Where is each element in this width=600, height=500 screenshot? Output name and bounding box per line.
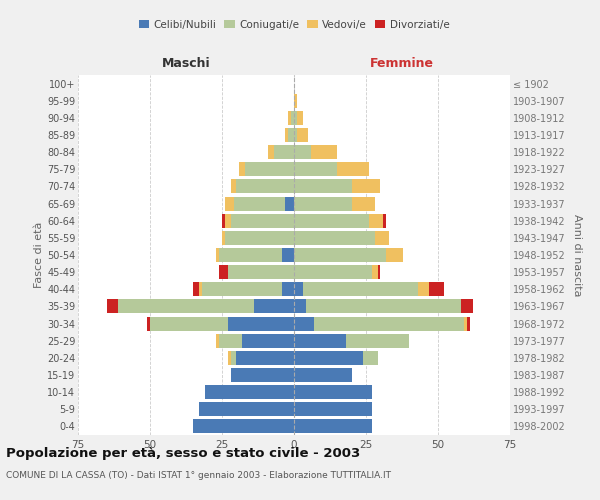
Text: COMUNE DI LA CASSA (TO) - Dati ISTAT 1° gennaio 2003 - Elaborazione TUTTITALIA.I: COMUNE DI LA CASSA (TO) - Dati ISTAT 1° …	[6, 470, 391, 480]
Bar	[225, 214, 230, 228]
Text: Femmine: Femmine	[370, 57, 434, 70]
Bar	[297, 111, 302, 125]
Bar	[274, 145, 294, 159]
Bar	[464, 316, 467, 330]
Bar	[294, 162, 337, 176]
Bar	[205, 385, 294, 399]
Bar	[286, 196, 294, 210]
Bar	[118, 300, 254, 314]
Bar	[372, 265, 377, 279]
Bar	[216, 334, 219, 347]
Bar	[314, 316, 464, 330]
Bar	[294, 300, 305, 314]
Y-axis label: Anni di nascita: Anni di nascita	[572, 214, 583, 296]
Bar	[199, 402, 294, 416]
Bar	[294, 248, 386, 262]
Bar	[199, 282, 202, 296]
Bar	[242, 334, 294, 347]
Bar	[294, 385, 372, 399]
Text: Popolazione per età, sesso e stato civile - 2003: Popolazione per età, sesso e stato civil…	[6, 448, 360, 460]
Bar	[294, 368, 352, 382]
Bar	[236, 351, 294, 365]
Bar	[352, 196, 374, 210]
Bar	[294, 94, 297, 108]
Bar	[297, 128, 308, 142]
Bar	[216, 248, 219, 262]
Bar	[245, 162, 294, 176]
Bar	[288, 128, 294, 142]
Bar	[294, 196, 352, 210]
Bar	[288, 111, 291, 125]
Bar	[294, 214, 369, 228]
Bar	[369, 214, 383, 228]
Bar	[233, 196, 286, 210]
Bar	[230, 214, 294, 228]
Bar	[239, 162, 245, 176]
Bar	[294, 231, 374, 245]
Bar	[467, 316, 470, 330]
Bar	[294, 265, 372, 279]
Bar	[386, 248, 403, 262]
Bar	[230, 180, 236, 194]
Bar	[268, 145, 274, 159]
Bar	[193, 420, 294, 434]
Bar	[283, 248, 294, 262]
Bar	[150, 316, 228, 330]
Bar	[291, 111, 294, 125]
Bar	[222, 231, 225, 245]
Bar	[228, 265, 294, 279]
Bar	[305, 300, 461, 314]
Bar	[228, 316, 294, 330]
Bar	[346, 334, 409, 347]
Bar	[363, 351, 377, 365]
Bar	[294, 351, 363, 365]
Y-axis label: Fasce di età: Fasce di età	[34, 222, 44, 288]
Bar	[107, 300, 118, 314]
Bar	[294, 334, 346, 347]
Bar	[311, 145, 337, 159]
Bar	[225, 231, 294, 245]
Bar	[236, 180, 294, 194]
Bar	[230, 351, 236, 365]
Bar	[230, 368, 294, 382]
Bar	[294, 145, 311, 159]
Bar	[294, 402, 372, 416]
Bar	[228, 351, 230, 365]
Bar	[374, 231, 389, 245]
Bar	[294, 282, 302, 296]
Bar	[294, 111, 297, 125]
Bar	[147, 316, 150, 330]
Bar	[254, 300, 294, 314]
Bar	[294, 180, 352, 194]
Bar	[383, 214, 386, 228]
Bar	[418, 282, 430, 296]
Bar	[286, 128, 288, 142]
Bar	[219, 334, 242, 347]
Bar	[352, 180, 380, 194]
Bar	[202, 282, 283, 296]
Bar	[302, 282, 418, 296]
Bar	[283, 282, 294, 296]
Legend: Celibi/Nubili, Coniugati/e, Vedovi/e, Divorziati/e: Celibi/Nubili, Coniugati/e, Vedovi/e, Di…	[134, 16, 454, 34]
Bar	[294, 420, 372, 434]
Bar	[294, 316, 314, 330]
Bar	[219, 265, 228, 279]
Bar	[219, 248, 283, 262]
Bar	[337, 162, 369, 176]
Bar	[225, 196, 233, 210]
Bar	[222, 214, 225, 228]
Bar	[461, 300, 473, 314]
Bar	[430, 282, 444, 296]
Bar	[193, 282, 199, 296]
Bar	[294, 128, 297, 142]
Bar	[377, 265, 380, 279]
Text: Maschi: Maschi	[161, 57, 211, 70]
